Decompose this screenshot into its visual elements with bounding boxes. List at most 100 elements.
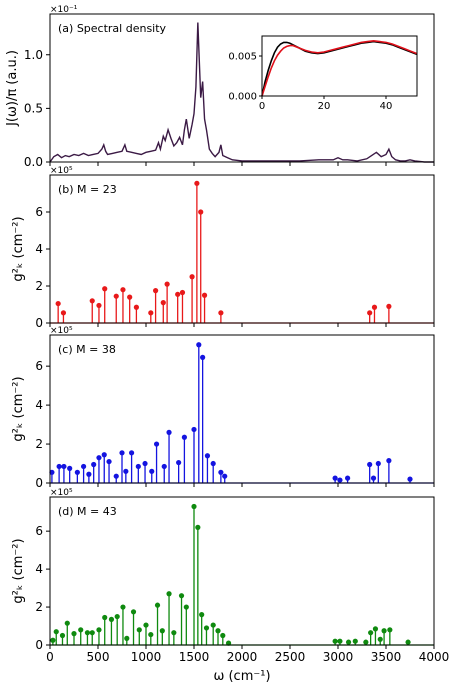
stem-marker [53, 629, 59, 635]
stem-marker [368, 630, 374, 636]
stem-marker [120, 604, 126, 610]
stem-marker [136, 627, 142, 633]
stem-marker [160, 300, 166, 306]
x-tick-label: 3500 [371, 650, 402, 664]
stem-marker [64, 620, 70, 626]
stem-marker [89, 630, 95, 636]
spectral-density-line [49, 22, 434, 163]
stem-marker [148, 310, 154, 316]
y-tick-label: 6 [35, 359, 43, 373]
stem-marker [61, 463, 67, 470]
stem-marker [166, 591, 172, 597]
panel-a-ticks: 0.0 0.5 1.0 [24, 48, 435, 169]
stem-marker [386, 458, 392, 464]
panel-c: ×10⁵ 0 2 4 6 (c) M = 38 g²ₖ (cm⁻²) [11, 326, 435, 490]
stem-marker [337, 477, 343, 483]
stem-marker [108, 616, 115, 622]
y-tick-label: 0 [35, 638, 43, 652]
panel-a-marks [49, 22, 434, 163]
stem-marker [71, 631, 77, 637]
x-axis-ticks: 0 500 1000 1500 2000 2500 3000 3500 4000 [46, 650, 449, 664]
stem-marker [149, 468, 155, 474]
stem-marker [176, 459, 182, 466]
y-tick-label: 4 [35, 398, 43, 412]
stem-marker [189, 274, 195, 280]
panel-b-multiplier: ×10⁵ [50, 166, 73, 176]
stem-marker [159, 628, 165, 634]
stem-marker [154, 602, 161, 608]
stem-marker [153, 288, 159, 294]
inset-line-2 [261, 39, 418, 97]
y-tick-label: 1.0 [24, 48, 43, 62]
y-tick-label: 0.5 [24, 101, 43, 115]
stem-marker [179, 289, 186, 296]
stem-marker [161, 463, 167, 470]
panel-d-frame [49, 496, 435, 646]
stem-marker [113, 473, 119, 479]
y-tick-label: 6 [35, 205, 43, 219]
stem-marker [220, 632, 226, 639]
stem-marker [96, 455, 102, 461]
x-tick-label: 2000 [227, 650, 258, 664]
panel-c-frame [49, 334, 435, 484]
stem-marker [86, 471, 92, 477]
stem-marker [153, 441, 160, 447]
panel-c-multiplier: ×10⁵ [50, 326, 73, 336]
panel-d-marks [50, 503, 434, 646]
stem-marker [218, 469, 224, 475]
stem-marker [102, 286, 108, 292]
stem-marker [166, 429, 172, 435]
stem-marker [89, 298, 95, 304]
stem-marker [175, 291, 181, 297]
panel-a: ×10⁻¹ 0.0 0.5 1.0 (a) Spectral density J(ω… [5, 5, 435, 169]
y-tick-label: 0 [35, 476, 43, 490]
stem-marker [171, 630, 177, 636]
stem-marker [387, 627, 393, 633]
y-tick-label: 6 [35, 524, 43, 538]
panel-b-ticks: 0 2 4 6 [35, 205, 435, 330]
x-tick-label: 500 [87, 650, 110, 664]
panel-b-frame [49, 174, 435, 324]
stem-marker [386, 303, 392, 309]
stem-marker [210, 622, 216, 628]
x-tick-label: 2500 [275, 650, 306, 664]
stem-marker [55, 300, 61, 307]
stem-marker [74, 469, 80, 475]
x-tick-label: 3000 [323, 650, 354, 664]
stem-marker [113, 293, 119, 299]
y-tick-label: 4 [35, 562, 43, 576]
stem-marker [102, 614, 108, 621]
panel-a-ylabel: J(ω)/π (a.u.) [5, 50, 20, 127]
stem-marker [332, 638, 338, 644]
y-tick-label: 4 [35, 242, 43, 256]
stem-marker [60, 310, 67, 316]
inset-y-tick-label: 0.005 [228, 52, 257, 63]
stem-marker [203, 625, 210, 631]
stem-marker [96, 627, 102, 633]
stem-marker [106, 458, 112, 465]
stem-marker [96, 302, 102, 309]
stem-marker [56, 463, 62, 470]
stem-marker [130, 609, 137, 615]
stem-marker [127, 294, 133, 300]
inset-x-tick-label: 40 [380, 101, 393, 112]
stem-marker [194, 180, 200, 186]
stem-marker [59, 632, 66, 639]
x-tick-label: 1500 [179, 650, 210, 664]
panel-c-marks [49, 342, 434, 484]
stem-marker [370, 475, 377, 481]
panel-d-label: (d) M = 43 [58, 505, 117, 518]
stem-marker [200, 354, 206, 360]
stem-marker [135, 463, 141, 470]
stem-marker [371, 304, 378, 310]
stem-marker [375, 460, 381, 467]
y-tick-label: 2 [35, 437, 43, 451]
y-tick-label: 2 [35, 279, 43, 293]
stem-marker [218, 310, 224, 316]
stem-marker [148, 631, 154, 638]
x-tick-label: 0 [46, 650, 54, 664]
x-axis-label: ω (cm⁻¹) [213, 669, 270, 684]
y-tick-label: 0 [35, 316, 43, 330]
inset-marks [261, 39, 418, 97]
